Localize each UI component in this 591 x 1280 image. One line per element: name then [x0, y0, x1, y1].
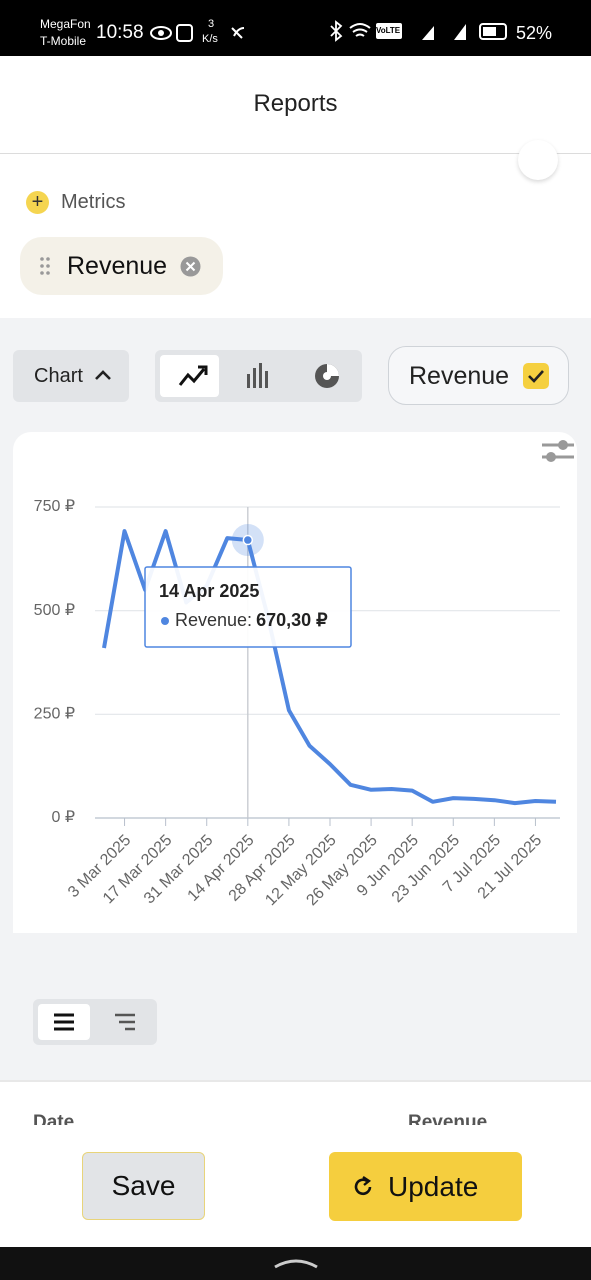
- metric-chip[interactable]: Revenue: [20, 237, 223, 295]
- save-button[interactable]: Save: [82, 1152, 205, 1220]
- speed: 3: [208, 18, 215, 30]
- y-tick-label: 250 ₽: [34, 706, 75, 723]
- page-title: Reports: [253, 90, 338, 117]
- update-label: Update: [388, 1171, 479, 1202]
- chevron-up: [95, 370, 111, 380]
- status-icons: [150, 24, 245, 42]
- table-mode-toggle: [33, 999, 157, 1045]
- carrier: T-Mobile: [40, 34, 87, 48]
- tooltip-marker: [161, 617, 169, 625]
- metrics-label: Metrics: [61, 191, 126, 213]
- tooltip-value: 670,30 ₽: [256, 610, 328, 630]
- battery: 52%: [516, 23, 553, 43]
- clock: 10:58: [96, 22, 144, 43]
- legend-checkbox[interactable]: [523, 363, 549, 389]
- table: Date Revenue: [0, 1080, 591, 1133]
- navigation-bar: [0, 1247, 591, 1280]
- update-button[interactable]: Update: [329, 1152, 522, 1221]
- chip-label: Revenue: [67, 252, 168, 280]
- legend-toggle[interactable]: Revenue: [388, 346, 569, 405]
- tooltip-title: 14 Apr 2025: [159, 581, 259, 601]
- chart-settings[interactable]: [538, 436, 576, 466]
- add-metric-icon[interactable]: +: [26, 191, 49, 214]
- volte: VoLTE: [376, 26, 401, 35]
- header: Reports: [0, 56, 591, 154]
- chart-card: [13, 432, 577, 933]
- y-tick-label: 750 ₽: [34, 498, 75, 515]
- y-tick-label: 0 ₽: [51, 809, 75, 826]
- refresh-icon: [354, 1176, 372, 1196]
- nav-handle[interactable]: [273, 1257, 319, 1271]
- table-mode-icons: [54, 1013, 135, 1031]
- remove-chip[interactable]: [180, 256, 201, 277]
- action-bar: Save Update: [0, 1125, 591, 1247]
- tooltip: [144, 566, 352, 648]
- drag-handle: [40, 257, 50, 275]
- view-label: Chart: [34, 365, 83, 387]
- status-icons: [330, 20, 507, 42]
- speed-unit: K/s: [202, 33, 218, 45]
- y-tick-label: 500 ₽: [34, 602, 75, 619]
- hover-point: [242, 534, 254, 546]
- view-dropdown[interactable]: Chart: [13, 350, 129, 402]
- status-bar: MegaFon T-Mobile 10:58 3 K/s VoLTE 52%: [0, 0, 591, 56]
- legend-label: Revenue: [409, 362, 510, 390]
- carrier: MegaFon: [40, 17, 91, 31]
- scroll-top-button[interactable]: [518, 140, 558, 180]
- chart-type-icons: [178, 363, 339, 388]
- tooltip-label: Revenue:: [175, 610, 252, 630]
- chart-type-toggle: [155, 350, 362, 402]
